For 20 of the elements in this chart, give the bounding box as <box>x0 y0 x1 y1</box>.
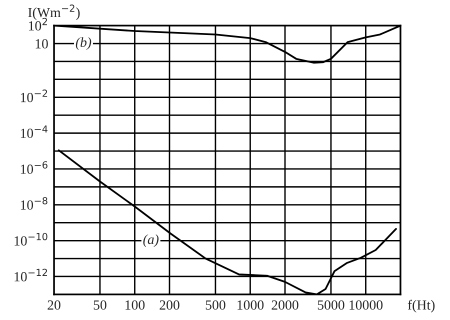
x-tick-label: 500 <box>206 300 226 310</box>
x-tick-label: 200 <box>160 300 180 310</box>
annotation: (b) <box>76 37 92 50</box>
y-axis-title: I(Wm$^{−2}$) <box>28 4 80 20</box>
annotation: (a) <box>143 234 159 247</box>
x-tick-label: 50 <box>94 300 106 310</box>
y-tick-label: 10$^{−2}$ <box>20 90 48 102</box>
y-tick-label: 10$^{−4}$ <box>20 125 48 138</box>
x-tick-label: 10000 <box>350 300 383 310</box>
y-tick-label: 10$^{−10}$ <box>14 232 48 246</box>
x-tick-label: 1000 <box>238 300 264 310</box>
y-tick-label: 10$^{−12}$ <box>14 268 48 282</box>
x-tick-label: 5000 <box>318 300 344 310</box>
y-tick-label: 10 <box>36 39 48 48</box>
y-tick-label: 10$^{−6}$ <box>20 161 48 174</box>
y-tick-label: 10$^{−8}$ <box>20 197 48 210</box>
x-tick-label: 2000 <box>272 300 298 310</box>
x-tick-label: 100 <box>126 300 145 310</box>
x-axis-title: f(Ht) <box>408 300 435 313</box>
x-tick-label: 20 <box>48 300 60 310</box>
